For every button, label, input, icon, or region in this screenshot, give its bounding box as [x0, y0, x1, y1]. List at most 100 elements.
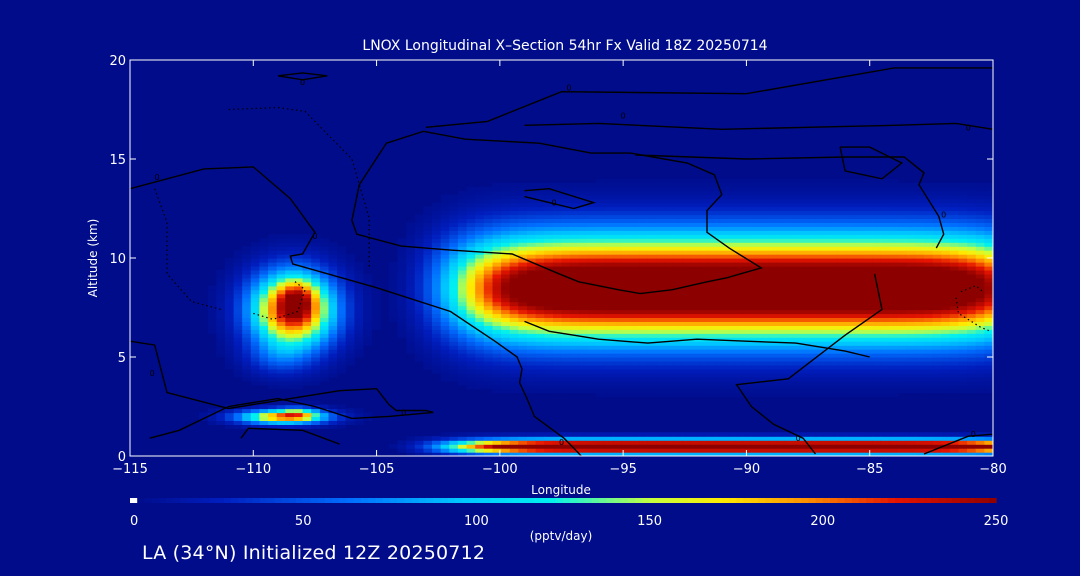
heatmap-cell: [483, 281, 493, 287]
heatmap-cell: [276, 372, 286, 378]
heatmap-cell: [639, 265, 649, 271]
heatmap-cell: [682, 333, 692, 338]
heatmap-cell: [483, 277, 493, 283]
heatmap-cell: [967, 293, 977, 299]
heatmap-cell: [639, 194, 649, 200]
heatmap-cell: [518, 214, 528, 219]
heatmap-cell: [544, 210, 554, 216]
heatmap-cell: [501, 190, 511, 196]
heatmap-cell: [846, 388, 856, 394]
heatmap-cell: [673, 341, 683, 346]
heatmap-cell: [328, 297, 338, 303]
heatmap-cell: [803, 238, 813, 243]
heatmap-cell: [621, 321, 632, 326]
heatmap-cell: [682, 357, 692, 362]
heatmap-cell: [613, 234, 623, 239]
heatmap-cell: [975, 321, 985, 326]
heatmap-cell: [345, 254, 355, 259]
contour-label: 0: [300, 78, 305, 87]
heatmap-cell: [440, 361, 450, 366]
heatmap-cell: [760, 380, 770, 386]
heatmap-cell: [725, 329, 735, 334]
heatmap-cell: [742, 368, 752, 374]
heatmap-cell: [846, 337, 856, 342]
heatmap-cell: [854, 214, 865, 219]
heatmap-cell: [829, 178, 839, 184]
heatmap-cell: [837, 361, 847, 366]
heatmap-cell: [854, 250, 865, 255]
heatmap-cell: [423, 452, 433, 456]
heatmap-cell: [708, 297, 718, 303]
heatmap-cell: [596, 297, 606, 303]
heatmap-cell: [561, 198, 571, 204]
colorbar-segment: [649, 498, 658, 503]
heatmap-cell: [224, 408, 235, 414]
heatmap-cell: [846, 440, 856, 445]
heatmap-cell: [967, 333, 977, 338]
heatmap-cell: [984, 452, 993, 456]
heatmap-cell: [820, 194, 830, 200]
heatmap-cell: [975, 301, 985, 307]
heatmap-cell: [561, 436, 571, 441]
heatmap-cell: [742, 321, 752, 326]
heatmap-cell: [483, 289, 493, 295]
heatmap-cell: [492, 384, 502, 390]
heatmap-cell: [932, 368, 942, 374]
heatmap-cell: [423, 321, 433, 326]
heatmap-cell: [803, 309, 813, 315]
heatmap-cell: [561, 222, 571, 227]
heatmap-cell: [811, 250, 821, 255]
heatmap-cell: [690, 364, 701, 370]
heatmap-cell: [483, 372, 493, 378]
heatmap-cell: [820, 226, 830, 231]
contour-line: [425, 67, 993, 128]
heatmap-cell: [915, 254, 925, 259]
heatmap-cell: [863, 222, 873, 227]
heatmap-cell: [561, 333, 571, 338]
heatmap-cell: [975, 226, 985, 231]
heatmap-cell: [587, 301, 597, 307]
heatmap-cell: [354, 301, 364, 307]
heatmap-cell: [716, 301, 726, 307]
heatmap-cell: [596, 333, 606, 338]
heatmap-cell: [967, 368, 977, 374]
heatmap-cell: [941, 353, 951, 358]
heatmap-cell: [578, 206, 588, 212]
heatmap-cell: [518, 301, 528, 307]
heatmap-cell: [898, 353, 908, 358]
heatmap-cell: [544, 372, 554, 378]
heatmap-cell: [337, 317, 347, 322]
heatmap-cell: [880, 341, 890, 346]
heatmap-cell: [596, 313, 606, 318]
heatmap-cell: [509, 265, 519, 271]
heatmap-cell: [242, 254, 252, 259]
heatmap-cell: [311, 420, 321, 425]
heatmap-cell: [552, 333, 563, 338]
heatmap-cell: [811, 198, 821, 204]
heatmap-cell: [535, 368, 545, 374]
heatmap-cell: [259, 297, 269, 303]
heatmap-cell: [837, 357, 847, 362]
heatmap-cell: [742, 301, 752, 307]
heatmap-cell: [561, 357, 571, 362]
heatmap-cell: [924, 273, 934, 279]
heatmap-cell: [708, 448, 718, 453]
heatmap-cell: [725, 313, 735, 318]
heatmap-cell: [803, 345, 813, 350]
heatmap-cell: [690, 198, 701, 204]
heatmap-cell: [949, 250, 959, 255]
heatmap-cell: [846, 325, 856, 330]
heatmap-cell: [276, 277, 286, 283]
heatmap-cell: [941, 214, 951, 219]
heatmap-cell: [302, 325, 312, 330]
heatmap-cell: [492, 452, 502, 456]
heatmap-cell: [268, 321, 278, 326]
heatmap-cell: [578, 293, 588, 299]
heatmap-cell: [501, 214, 511, 219]
heatmap-cell: [596, 190, 606, 196]
heatmap-cell: [811, 202, 821, 208]
heatmap-cell: [578, 285, 588, 291]
heatmap-cell: [268, 250, 278, 255]
heatmap-cell: [552, 313, 563, 318]
heatmap-cell: [621, 452, 632, 456]
